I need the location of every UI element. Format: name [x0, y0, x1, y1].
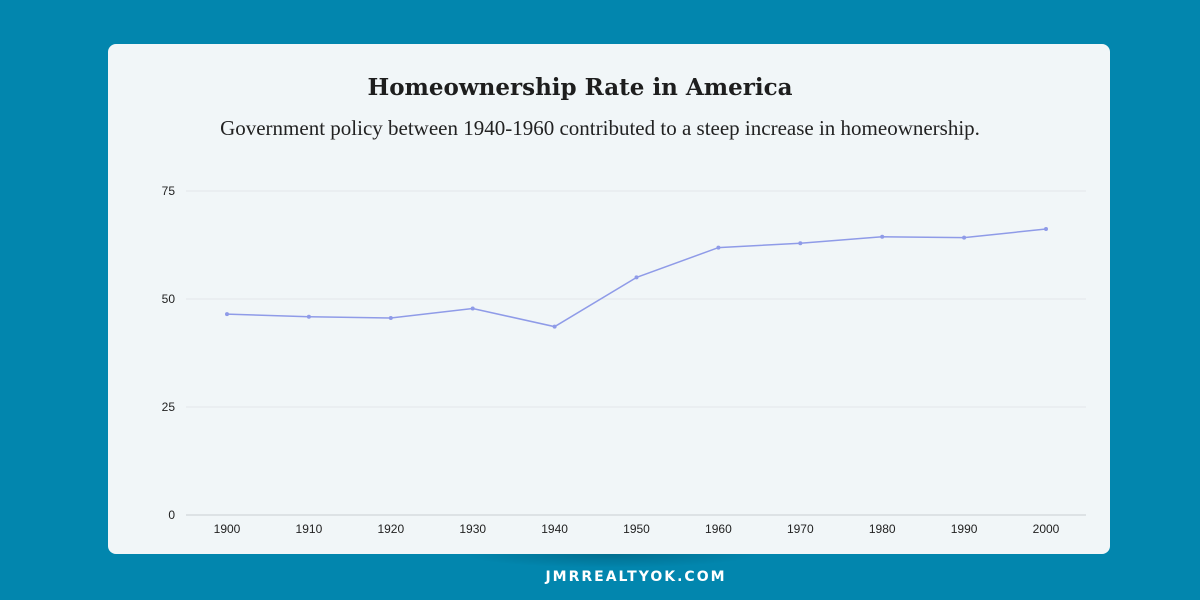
x-tick-label: 1910: [296, 522, 323, 536]
x-tick-label: 1940: [541, 522, 568, 536]
x-tick-label: 1980: [869, 522, 896, 536]
chart-subtitle: Government policy between 1940-1960 cont…: [220, 116, 980, 140]
data-point: [798, 241, 803, 246]
data-point: [716, 245, 721, 250]
data-point: [225, 312, 229, 317]
x-tick-label: 1930: [459, 522, 486, 536]
data-point: [1044, 227, 1048, 232]
data-point: [962, 235, 967, 240]
x-tick-label: 2000: [1033, 522, 1060, 536]
x-tick-label: 1970: [787, 522, 814, 536]
x-tick-label: 1900: [214, 522, 241, 536]
y-tick-label: 50: [162, 292, 176, 306]
x-tick-label: 1920: [377, 522, 404, 536]
x-tick-label: 1950: [623, 522, 650, 536]
card-shadow: [460, 554, 760, 568]
y-tick-label: 75: [162, 184, 176, 198]
data-point: [388, 316, 393, 321]
data-point: [306, 314, 311, 319]
y-tick-label: 0: [168, 508, 175, 522]
data-point: [634, 275, 639, 280]
chart-title: Homeownership Rate in America: [367, 74, 793, 101]
data-point: [552, 324, 557, 329]
y-tick-label: 25: [162, 400, 176, 414]
x-tick-label: 1960: [705, 522, 732, 536]
x-tick-label: 1990: [951, 522, 978, 536]
data-point: [880, 234, 885, 239]
data-point: [470, 306, 475, 311]
footer-url[interactable]: JMRREALTYOK.COM: [545, 569, 727, 585]
